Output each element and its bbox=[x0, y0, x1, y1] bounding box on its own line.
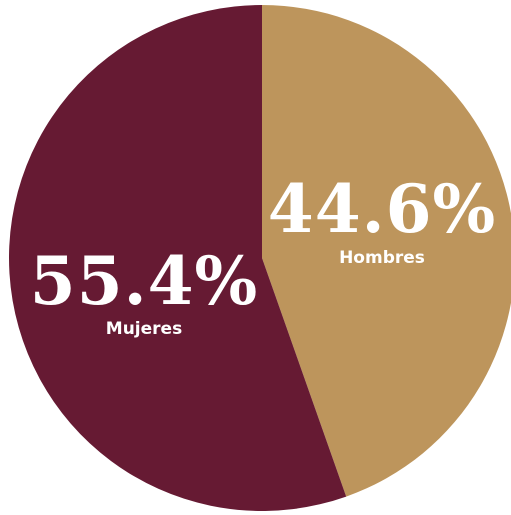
pie-slice-hombres bbox=[262, 5, 511, 497]
data-label-category-mujeres: Mujeres bbox=[106, 319, 182, 339]
pie-labels: 44.6%Hombres 55.4%Mujeres bbox=[30, 170, 496, 339]
pie-slices bbox=[9, 5, 511, 511]
data-label-percent-hombres: 44.6% bbox=[268, 170, 496, 248]
data-label-percent-mujeres: 55.4% bbox=[30, 242, 258, 320]
data-label-category-hombres: Hombres bbox=[339, 248, 425, 268]
pie-slice-mujeres bbox=[9, 5, 347, 511]
